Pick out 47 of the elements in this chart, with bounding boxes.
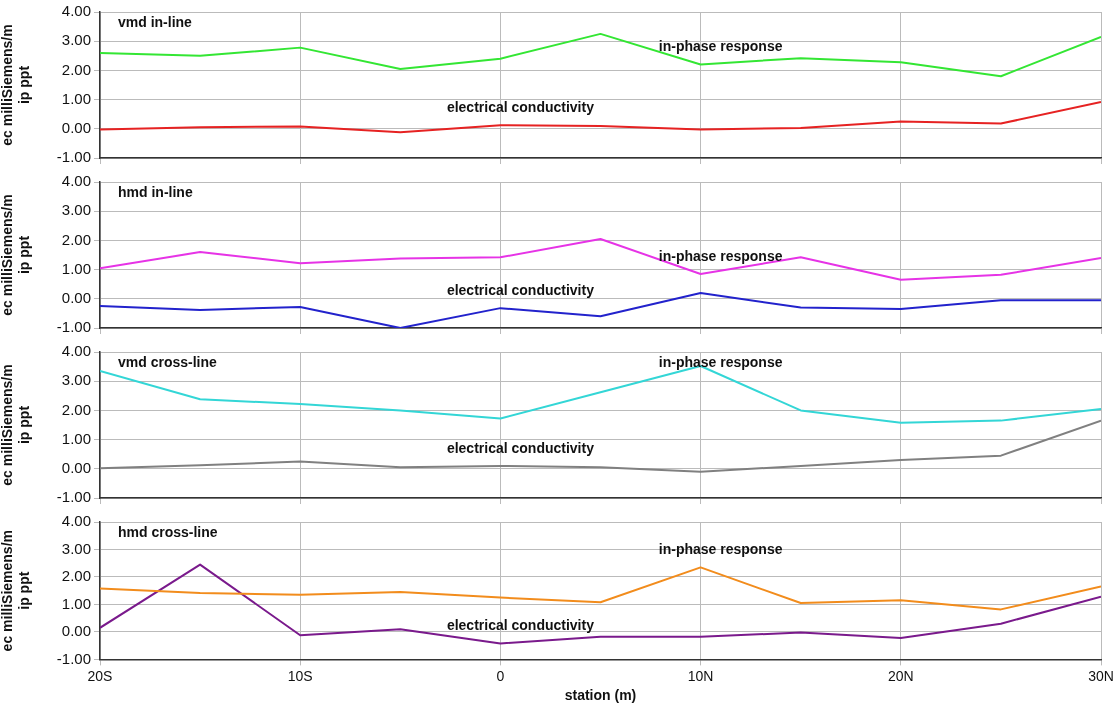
x-tick-label: 30N [1088, 667, 1114, 684]
y-tick-label: 4.00 [61, 512, 91, 530]
series-label: in-phase response [658, 38, 783, 55]
y-tick-label: 3.00 [61, 371, 91, 389]
y-tick-label: 3.00 [61, 31, 91, 49]
x-tick-label: 10N [687, 667, 714, 684]
y-tick-label: 0.00 [61, 458, 91, 476]
y-tick-label: -1.00 [56, 649, 91, 667]
series-label: electrical conductivity [446, 617, 595, 634]
y-tick-label: 2.00 [61, 60, 91, 78]
y-tick-label: 1.00 [61, 89, 91, 107]
series-label: in-phase response [658, 247, 783, 264]
y-axis-title: ec milliSiemens/m ip ppt [0, 24, 33, 146]
y-tick-label: 4.00 [61, 2, 91, 20]
series-label: electrical conductivity [446, 282, 595, 298]
y-tick-label: 1.00 [61, 259, 91, 277]
series-label: electrical conductivity [446, 99, 595, 116]
chart-title: vmd in-line [118, 13, 193, 30]
y-tick-label: 0.00 [61, 288, 91, 306]
y-axis-title: ec milliSiemens/m ip ppt [0, 364, 33, 486]
series-label: in-phase response [658, 541, 783, 558]
y-tick-label: 3.00 [61, 201, 91, 219]
series-label: electrical conductivity [446, 439, 595, 456]
y-tick-label: -1.00 [56, 488, 91, 506]
x-axis-title: station (m) [564, 687, 637, 704]
x-tick-label: 10S [287, 667, 313, 684]
x-tick-label: 20N [887, 667, 914, 684]
y-tick-label: 0.00 [61, 118, 91, 136]
y-tick-label: 2.00 [61, 230, 91, 248]
y-tick-label: 3.00 [61, 539, 91, 557]
y-tick-label: 4.00 [61, 342, 91, 360]
y-tick-label: 4.00 [61, 172, 91, 190]
y-tick-label: 1.00 [61, 429, 91, 447]
y-tick-label: -1.00 [56, 318, 91, 336]
chart-title: hmd cross-line [118, 523, 218, 540]
y-axis-title: ec milliSiemens/m ip ppt [0, 194, 33, 316]
x-tick-label: 20S [87, 667, 113, 684]
y-tick-label: 2.00 [61, 400, 91, 418]
y-tick-label: 2.00 [61, 567, 91, 585]
series-label: in-phase response [658, 353, 783, 370]
y-tick-label: 1.00 [61, 594, 91, 612]
y-tick-label: 0.00 [61, 622, 91, 640]
chart-title: hmd in-line [118, 183, 193, 200]
y-tick-label: -1.00 [56, 148, 91, 166]
y-axis-title: ec milliSiemens/m ip ppt [0, 530, 33, 652]
x-tick-label: 0 [496, 667, 505, 684]
chart-title: vmd cross-line [118, 353, 218, 370]
